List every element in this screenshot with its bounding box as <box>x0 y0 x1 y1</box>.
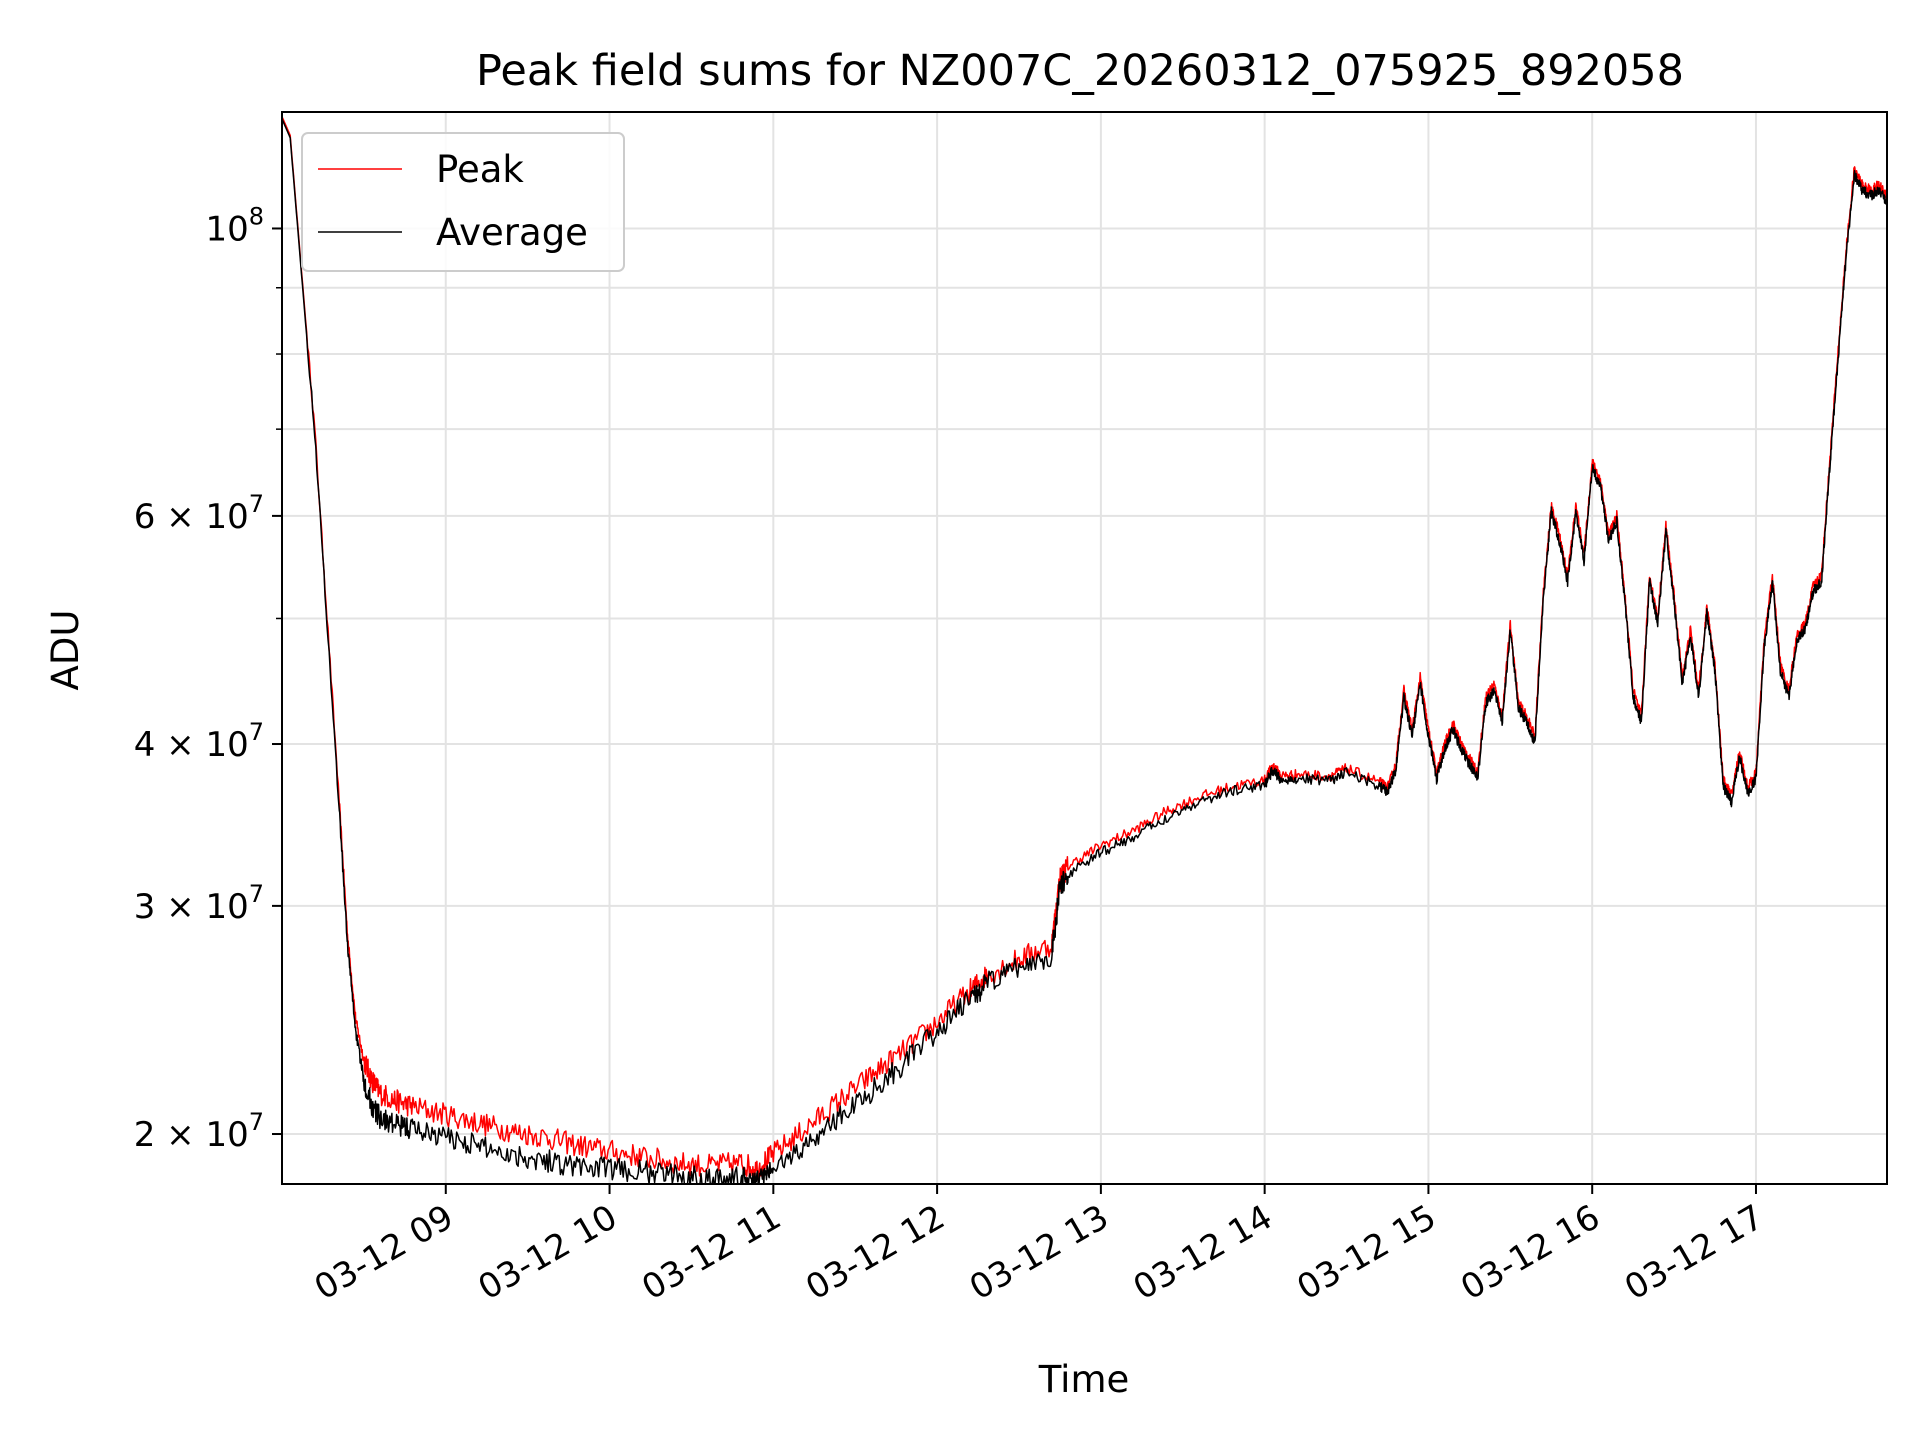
y-tick-label: 6 × 107 <box>134 490 264 537</box>
y-tick-label-base: 3 × 10 <box>134 887 249 927</box>
x-tick-label: 03-12 09 <box>308 1197 460 1308</box>
y-tick-label: 4 × 107 <box>134 718 264 765</box>
legend-label-average: Average <box>436 211 588 254</box>
y-tick-label-exponent: 7 <box>249 718 264 746</box>
chart-title: Peak field sums for NZ007C_20260312_0759… <box>476 46 1684 96</box>
x-tick-label: 03-12 10 <box>472 1197 624 1308</box>
x-tick-label: 03-12 16 <box>1454 1197 1606 1308</box>
legend: Peak Average <box>301 132 625 272</box>
y-tick-label-base: 4 × 10 <box>134 725 249 765</box>
x-axis-label: Time <box>1038 1358 1130 1401</box>
y-axis-label: ADU <box>44 610 87 691</box>
y-tick-label: 108 <box>205 202 264 249</box>
y-tick-label-exponent: 7 <box>249 880 264 908</box>
y-tick-label-base: 10 <box>205 209 248 249</box>
plot-frame <box>281 111 1888 1185</box>
y-tick-label: 2 × 107 <box>134 1108 264 1155</box>
x-tick-label: 03-12 15 <box>1291 1197 1443 1308</box>
x-axis-ticks: 03-12 09 03-12 10 03-12 11 03-12 12 03-12 13… <box>308 1184 1770 1308</box>
series-lines <box>282 116 1887 1184</box>
y-tick-label-exponent: 8 <box>249 202 264 230</box>
series-line-average <box>282 118 1887 1184</box>
x-tick-label: 03-12 12 <box>799 1197 951 1308</box>
y-tick-label-exponent: 7 <box>249 490 264 518</box>
y-tick-label: 3 × 107 <box>134 880 264 927</box>
x-tick-label: 03-12 17 <box>1618 1197 1770 1308</box>
y-tick-label-base: 6 × 10 <box>134 497 249 537</box>
legend-label-peak: Peak <box>436 148 524 191</box>
x-tick-label: 03-12 13 <box>963 1197 1115 1308</box>
y-tick-label-base: 2 × 10 <box>134 1115 249 1155</box>
x-tick-label: 03-12 14 <box>1127 1197 1279 1308</box>
x-tick-label: 03-12 11 <box>635 1197 787 1308</box>
grid <box>282 112 1887 1184</box>
series-line-peak <box>282 116 1887 1181</box>
legend-box <box>301 132 625 272</box>
y-tick-label-exponent: 7 <box>249 1108 264 1136</box>
